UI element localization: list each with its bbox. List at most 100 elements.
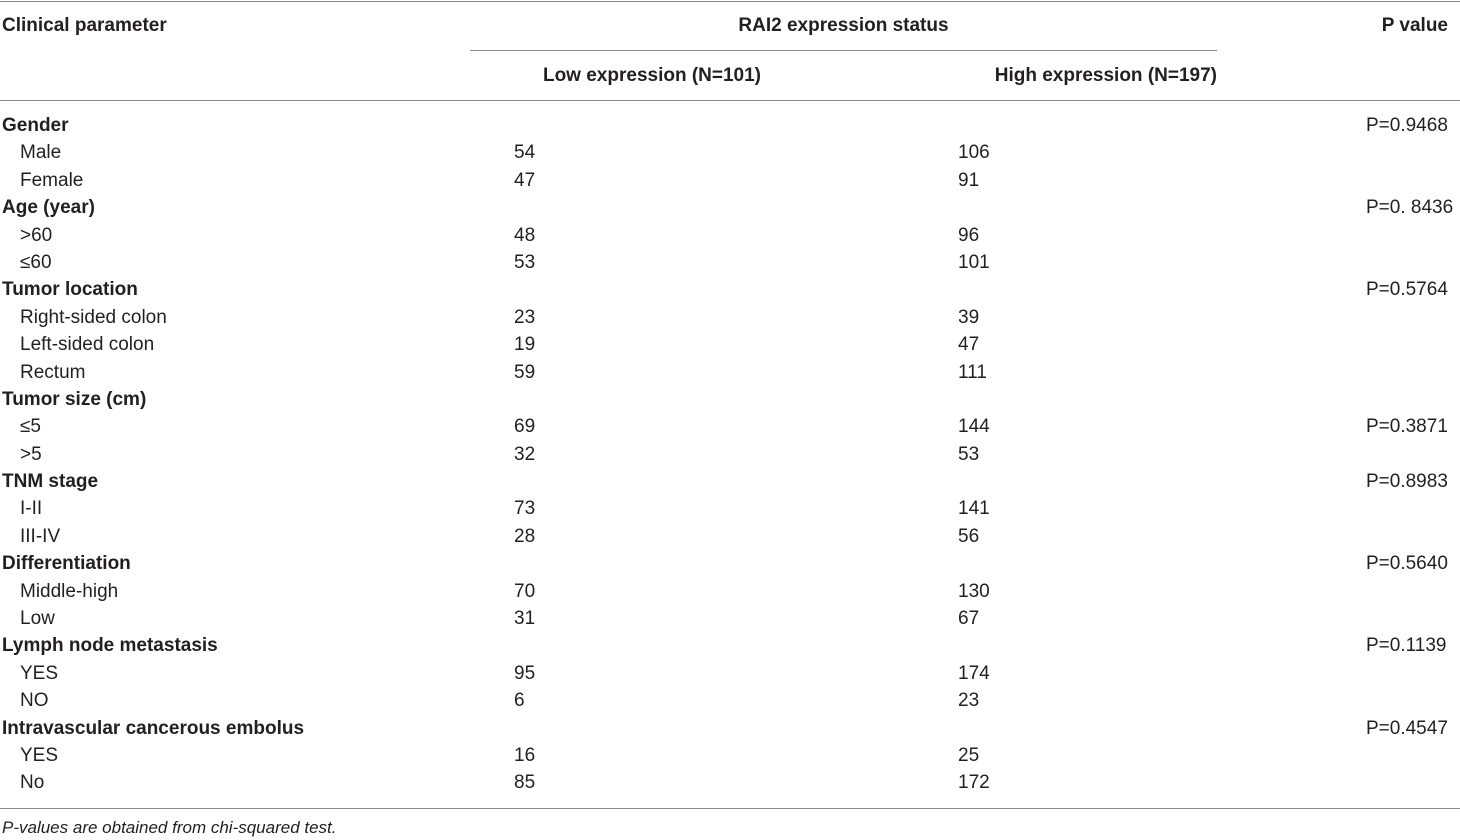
cell-parameter: YES xyxy=(20,662,59,684)
cell-low-expression: 59 xyxy=(514,361,536,383)
table-row: Right-sided colon 23 39 xyxy=(0,304,1460,331)
table-row: Middle-high 70 130 xyxy=(0,578,1460,605)
cell-low-expression: 31 xyxy=(514,608,536,630)
cell-parameter: Rectum xyxy=(20,361,86,383)
table-footnote: P-values are obtained from chi-squared t… xyxy=(2,818,337,837)
cell-high-expression: 47 xyxy=(958,334,980,356)
cell-high-expression: 39 xyxy=(958,306,980,328)
cell-parameter: NO xyxy=(20,690,49,712)
cell-high-expression: 144 xyxy=(958,416,990,438)
table-row: ≤5 69 144 P=0.3871 xyxy=(0,413,1460,440)
table-group-row: Tumor size (cm) xyxy=(0,386,1460,413)
cell-low-expression: 69 xyxy=(514,416,536,438)
cell-low-expression: 6 xyxy=(514,690,525,712)
header-expression-status: RAI2 expression status xyxy=(738,15,949,36)
table-body: Gender P=0.9468 Male 54 106 Female 47 91 Age (ye… xyxy=(0,112,1460,797)
cell-p-value: P=0.4547 xyxy=(1366,717,1448,739)
table-row: NO 6 23 xyxy=(0,687,1460,714)
cell-low-expression: 53 xyxy=(514,251,536,273)
header-low-expression: Low expression (N=101) xyxy=(542,65,762,86)
table-group-row: Tumor location P=0.5764 xyxy=(0,276,1460,303)
table-group-row: Lymph node metastasis P=0.1139 xyxy=(0,632,1460,659)
header-bottom-rule xyxy=(0,100,1460,101)
cell-high-expression: 67 xyxy=(958,608,980,630)
table-top-rule xyxy=(0,1,1460,2)
table-bottom-rule xyxy=(0,808,1460,809)
cell-parameter: Low xyxy=(20,608,55,630)
header-span-rule xyxy=(470,50,1217,51)
table-row: YES 95 174 xyxy=(0,660,1460,687)
table-row: I-II 73 141 xyxy=(0,495,1460,522)
header-p-value: P value xyxy=(1381,15,1448,36)
cell-parameter: Right-sided colon xyxy=(20,306,167,328)
cell-parameter: III-IV xyxy=(20,525,61,547)
table-row: Male 54 106 xyxy=(0,139,1460,166)
cell-low-expression: 47 xyxy=(514,169,536,191)
cell-parameter: Gender xyxy=(2,115,69,136)
table-row: YES 16 25 xyxy=(0,742,1460,769)
table-group-row: Age (year) P=0. 8436 xyxy=(0,194,1460,221)
table-row: Low 31 67 xyxy=(0,605,1460,632)
cell-parameter: Tumor size (cm) xyxy=(2,388,147,410)
cell-high-expression: 111 xyxy=(958,361,987,383)
cell-high-expression: 101 xyxy=(958,251,990,273)
cell-low-expression: 23 xyxy=(514,306,536,328)
cell-p-value: P=0.3871 xyxy=(1366,416,1448,438)
cell-p-value: P=0.5640 xyxy=(1366,553,1448,575)
table-row: ≤60 53 101 xyxy=(0,249,1460,276)
cell-low-expression: 19 xyxy=(514,334,536,356)
cell-parameter: Female xyxy=(20,169,84,191)
cell-high-expression: 23 xyxy=(958,690,980,712)
header-high-expression: High expression (N=197) xyxy=(994,65,1217,86)
cell-low-expression: 95 xyxy=(514,662,536,684)
cell-high-expression: 172 xyxy=(958,772,990,794)
cell-high-expression: 174 xyxy=(958,662,990,684)
cell-parameter: Intravascular cancerous embolus xyxy=(2,717,305,739)
cell-parameter: YES xyxy=(20,744,59,766)
cell-low-expression: 73 xyxy=(514,498,536,520)
cell-high-expression: 91 xyxy=(958,169,980,191)
cell-p-value: P=0.9468 xyxy=(1366,115,1448,136)
cell-p-value: P=0. 8436 xyxy=(1366,197,1454,219)
table-row: No 85 172 xyxy=(0,769,1460,796)
table-group-row: Intravascular cancerous embolus P=0.4547 xyxy=(0,715,1460,742)
cell-low-expression: 16 xyxy=(514,744,536,766)
table-group-row: TNM stage P=0.8983 xyxy=(0,468,1460,495)
cell-high-expression: 25 xyxy=(958,744,980,766)
cell-parameter: Middle-high xyxy=(20,580,119,602)
cell-parameter: No xyxy=(20,772,45,794)
cell-high-expression: 96 xyxy=(958,224,980,246)
table-row: >60 48 96 xyxy=(0,222,1460,249)
table-row: Left-sided colon 19 47 xyxy=(0,331,1460,358)
cell-low-expression: 85 xyxy=(514,772,536,794)
cell-parameter: ≤5 xyxy=(20,416,41,438)
cell-p-value: P=0.1139 xyxy=(1366,635,1447,657)
cell-low-expression: 32 xyxy=(514,443,536,465)
cell-p-value: P=0.8983 xyxy=(1366,471,1448,493)
cell-high-expression: 53 xyxy=(958,443,980,465)
cell-low-expression: 54 xyxy=(514,142,536,164)
table-row: Rectum 59 111 xyxy=(0,359,1460,386)
header-clinical-parameter: Clinical parameter xyxy=(2,15,167,36)
cell-parameter: Male xyxy=(20,142,62,164)
cell-high-expression: 56 xyxy=(958,525,980,547)
table-group-row: Gender P=0.9468 xyxy=(0,112,1460,139)
cell-high-expression: 141 xyxy=(958,498,990,520)
cell-low-expression: 48 xyxy=(514,224,536,246)
cell-parameter: Age (year) xyxy=(2,197,95,219)
table-group-row: Differentiation P=0.5640 xyxy=(0,550,1460,577)
cell-parameter: Lymph node metastasis xyxy=(2,635,218,657)
cell-high-expression: 130 xyxy=(958,580,990,602)
table-row: III-IV 28 56 xyxy=(0,523,1460,550)
table-row: Female 47 91 xyxy=(0,167,1460,194)
cell-parameter: Left-sided colon xyxy=(20,334,155,356)
cell-parameter: Tumor location xyxy=(2,279,138,301)
cell-parameter: Differentiation xyxy=(2,553,131,575)
cell-high-expression: 106 xyxy=(958,142,990,164)
cell-parameter: >5 xyxy=(20,443,42,465)
cell-parameter: TNM stage xyxy=(2,471,99,493)
cell-p-value: P=0.5764 xyxy=(1366,279,1448,301)
table-row: >5 32 53 xyxy=(0,441,1460,468)
cell-low-expression: 70 xyxy=(514,580,536,602)
cell-parameter: >60 xyxy=(20,224,53,246)
